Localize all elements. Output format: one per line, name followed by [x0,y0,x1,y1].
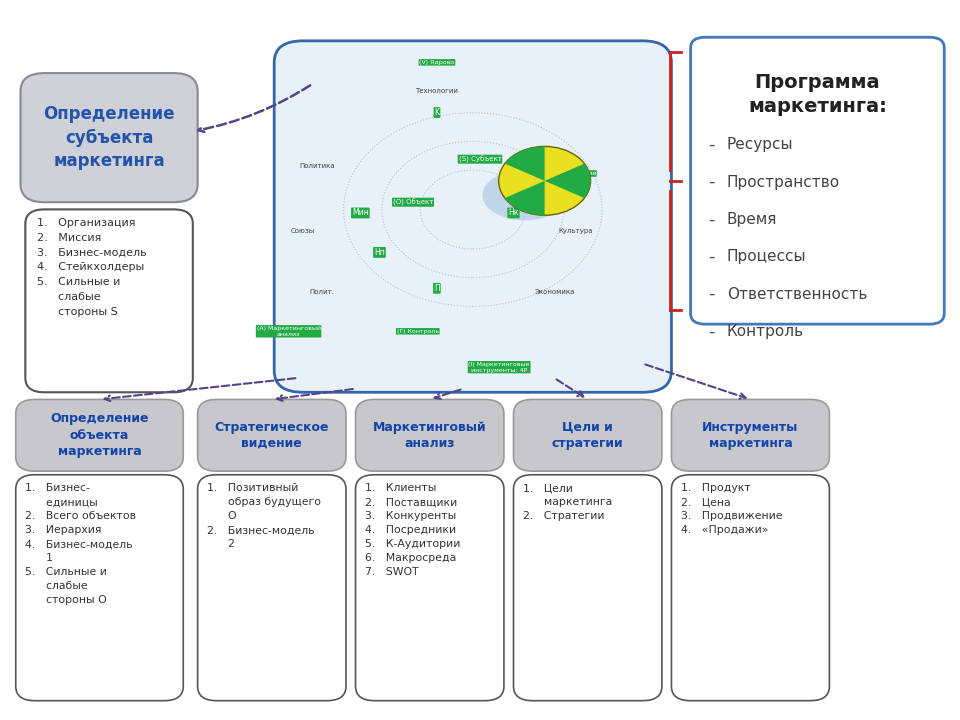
Text: Программа
маркетинга:: Программа маркетинга: [748,73,887,116]
Text: (I) Маркетинговые
инструменты: 4Р: (I) Маркетинговые инструменты: 4Р [468,361,530,372]
Text: -: - [708,173,714,191]
Text: -: - [708,136,714,154]
Text: П: П [434,284,440,293]
Text: Ресурсы: Ресурсы [727,138,794,153]
FancyBboxPatch shape [355,400,504,471]
Text: Союзы: Союзы [291,228,315,234]
Text: Определение
субъекта
маркетинга: Определение субъекта маркетинга [43,105,175,171]
Text: (O) Объект: (O) Объект [393,199,433,206]
Text: 1.   Клиенты
2.   Поставщики
3.   Конкуренты
4.   Посредники
5.   К-Аудитории
6.: 1. Клиенты 2. Поставщики 3. Конкуренты 4… [365,483,461,577]
Text: Мин: Мин [352,209,369,217]
FancyBboxPatch shape [275,41,671,392]
FancyBboxPatch shape [198,400,346,471]
Wedge shape [505,146,544,181]
Circle shape [498,146,590,215]
Text: 1.   Позитивный
      образ будущего
      О
2.   Бизнес-модель
      2: 1. Позитивный образ будущего О 2. Бизнес… [207,483,322,549]
Text: -: - [708,285,714,303]
Text: Технологии: Технологии [416,88,458,94]
FancyBboxPatch shape [690,37,945,324]
FancyBboxPatch shape [355,474,504,701]
Wedge shape [544,163,590,198]
Text: -: - [708,248,714,266]
Text: 1.   Цели
      маркетинга
2.   Стратегии: 1. Цели маркетинга 2. Стратегии [523,483,612,521]
Text: (Г) Контроль: (Г) Контроль [396,329,439,334]
Text: Время: Время [727,212,778,227]
Text: (A) Маркетинговый
анализ: (A) Маркетинговый анализ [256,326,321,337]
Text: -: - [708,323,714,341]
Text: Культура: Культура [559,228,593,234]
Text: K: K [435,108,440,117]
Ellipse shape [482,170,568,220]
FancyBboxPatch shape [25,210,193,392]
Text: Общество: Общество [548,163,585,170]
Text: (T) Цель и стратегии: (T) Цель и стратегии [527,171,596,176]
Text: Полит.: Полит. [310,289,334,295]
Text: Контроль: Контроль [727,324,804,339]
FancyBboxPatch shape [20,73,198,202]
Text: Политика: Политика [300,163,335,169]
FancyBboxPatch shape [671,474,829,701]
Text: Процессы: Процессы [727,249,806,264]
Text: Определение
объекта
маркетинга: Определение объекта маркетинга [50,413,149,459]
Text: Нк: Нк [508,209,518,217]
Text: Стратегическое
видение: Стратегическое видение [214,420,329,450]
Text: (V) Ядрово: (V) Ядрово [420,60,454,65]
Text: Ответственность: Ответственность [727,287,867,302]
FancyBboxPatch shape [15,474,183,701]
Text: Пространство: Пространство [727,175,840,189]
Text: Маркетинговый
анализ: Маркетинговый анализ [372,420,487,450]
Text: (S) Субъект: (S) Субъект [459,156,501,163]
Text: Экономика: Экономика [535,289,575,295]
FancyBboxPatch shape [671,400,829,471]
Text: Цели и
стратегии: Цели и стратегии [552,420,623,450]
Text: 1.   Продукт
2.   Цена
3.   Продвижение
4.   «Продажи»: 1. Продукт 2. Цена 3. Продвижение 4. «Пр… [681,483,782,536]
Text: -: - [708,210,714,228]
Text: 1.   Бизнес-
      единицы
2.   Всего объектов
3.   Иерархия
4.   Бизнес-модель
: 1. Бизнес- единицы 2. Всего объектов 3. … [25,483,136,606]
FancyBboxPatch shape [514,474,661,701]
Text: Инструменты
маркетинга: Инструменты маркетинга [702,420,799,450]
Text: 1.   Организация
2.   Миссия
3.   Бизнес-модель
4.   Стейкхолдеры
5.   Сильные и: 1. Организация 2. Миссия 3. Бизнес-модел… [36,218,147,317]
FancyBboxPatch shape [15,400,183,471]
FancyBboxPatch shape [198,474,346,701]
FancyBboxPatch shape [514,400,661,471]
Wedge shape [505,181,544,215]
Text: Нп: Нп [374,248,385,257]
